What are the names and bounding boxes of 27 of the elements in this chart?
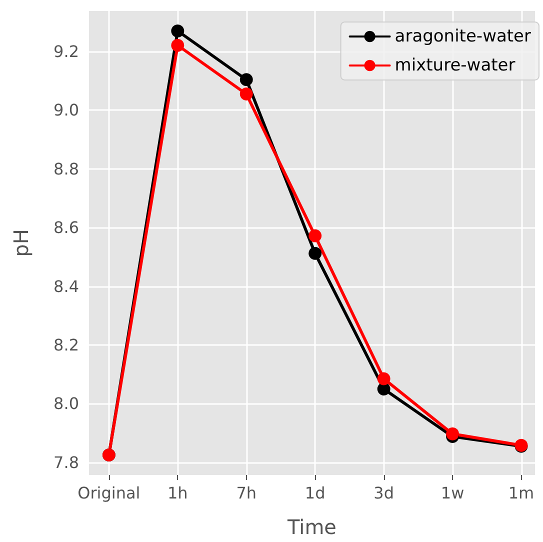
y-tick-label: 9.2 [54,42,79,61]
x-tick-label: 1h [167,484,188,502]
y-axis-title: pH [9,229,33,257]
point [446,427,460,440]
point [171,24,184,38]
x-tick-label: 1w [440,484,464,502]
point [171,38,184,52]
y-tick-label: 8.2 [54,335,79,354]
x-tick-label: 1m [508,484,534,502]
point [377,372,390,386]
point [308,246,322,260]
point [240,88,253,101]
point [240,73,253,86]
y-tick-label: 8.8 [54,159,79,178]
x-tick-label: 3d [374,484,394,502]
x-tick-label: 1d [304,484,326,502]
legend-label: aragonite-water [394,26,532,46]
x-tick-label: 7h [236,484,257,502]
y-tick-label: 7.8 [54,452,79,472]
x-tick-label: Original [78,484,140,502]
y-tick-label: 8.4 [54,276,79,296]
y-tick-label: 8.0 [54,394,79,414]
y-tick-label: 8.6 [54,218,79,238]
x-axis-title: Time [286,515,336,539]
y-tick-label: 9.0 [54,100,79,120]
legend-label: mixture-water [394,56,516,76]
point [308,229,322,242]
